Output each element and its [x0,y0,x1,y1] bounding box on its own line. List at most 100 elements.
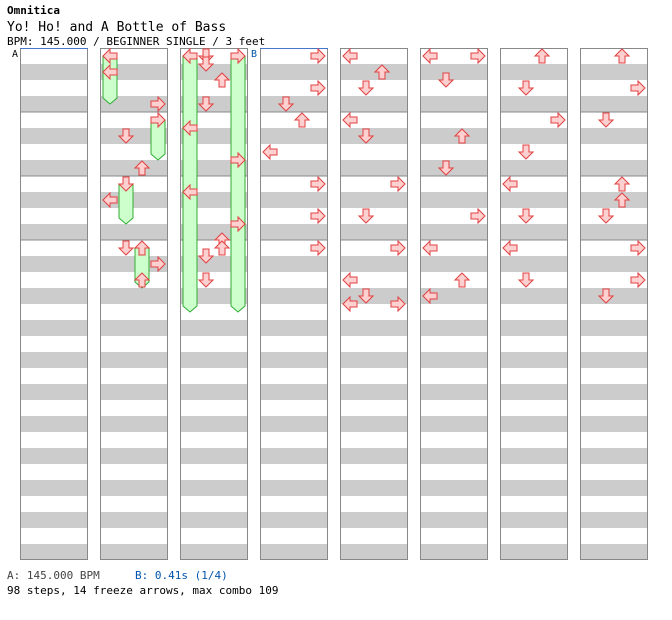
right-arrow-icon [550,111,566,129]
beat-stripe [580,160,648,176]
beat-stripe [340,512,408,528]
beat-stripe [420,352,488,368]
beat-stripe [580,288,648,304]
beat-stripe [420,256,488,272]
right-arrow-icon [390,239,406,257]
beat-stripe [420,288,488,304]
beat-stripe [100,96,168,112]
beat-stripe [20,160,88,176]
down-arrow-icon [517,272,535,288]
right-arrow-icon [150,255,166,273]
beat-stripe [20,192,88,208]
beat-stripe [420,512,488,528]
up-arrow-icon [613,48,631,64]
beat-stripe [580,512,648,528]
down-arrow-icon [357,80,375,96]
beat-stripe [500,480,568,496]
beat-stripe [260,352,328,368]
up-arrow-icon [453,128,471,144]
down-arrow-icon [357,208,375,224]
right-arrow-icon [470,47,486,65]
beat-stripe [500,544,568,560]
left-arrow-icon [262,143,278,161]
beat-stripe [20,416,88,432]
beat-stripe [20,512,88,528]
down-arrow-icon [117,128,135,144]
beat-stripe [500,416,568,432]
beat-stripe [420,96,488,112]
up-arrow-icon [453,272,471,288]
down-arrow-icon [197,248,215,264]
left-arrow-icon [102,63,118,81]
beat-stripe [340,128,408,144]
beat-stripe [500,384,568,400]
right-arrow-icon [630,79,646,97]
step-stats: 98 steps, 14 freeze arrows, max combo 10… [7,584,279,597]
column-border [580,48,648,560]
beat-stripe [580,544,648,560]
chart-info: BPM: 145.000 / BEGINNER SINGLE / 3 feet [7,35,266,48]
down-arrow-icon [197,96,215,112]
beat-stripe [580,192,648,208]
right-arrow-icon [390,175,406,193]
up-arrow-icon [373,64,391,80]
left-arrow-icon [182,183,198,201]
left-arrow-icon [102,191,118,209]
column-border [420,48,488,560]
right-arrow-icon [310,47,326,65]
beat-stripe [20,288,88,304]
down-arrow-icon [517,208,535,224]
beat-stripe [100,416,168,432]
left-arrow-icon [502,175,518,193]
right-arrow-icon [630,239,646,257]
left-arrow-icon [342,111,358,129]
artist: Omnitica [7,4,60,17]
beat-stripe [260,192,328,208]
beat-stripe [340,448,408,464]
left-arrow-icon [102,47,118,65]
down-arrow-icon [597,208,615,224]
beat-stripe [260,160,328,176]
beat-stripe [20,480,88,496]
beat-stripe [500,224,568,240]
beat-stripe [20,352,88,368]
down-arrow-icon [197,272,215,288]
beat-stripe [100,544,168,560]
down-arrow-icon [117,240,135,256]
beat-stripe [580,64,648,80]
right-arrow-icon [390,295,406,313]
beat-stripe [20,128,88,144]
beat-stripe [260,288,328,304]
right-arrow-icon [310,79,326,97]
down-arrow-icon [437,160,455,176]
beat-stripe [260,480,328,496]
beat-stripe [260,128,328,144]
beat-stripe [580,224,648,240]
beat-stripe [580,96,648,112]
beat-stripe [500,256,568,272]
marker-b-label: B [251,49,257,60]
beat-stripe [500,128,568,144]
beat-stripe [260,416,328,432]
column-border [100,48,168,560]
beat-stripe [500,512,568,528]
left-arrow-icon [342,271,358,289]
beat-stripe [580,384,648,400]
down-arrow-icon [277,96,295,112]
beat-stripe [180,384,248,400]
down-arrow-icon [517,144,535,160]
down-arrow-icon [357,128,375,144]
beat-stripe [340,256,408,272]
right-arrow-icon [150,111,166,129]
beat-stripe [420,416,488,432]
beat-stripe [500,64,568,80]
beat-stripe [20,224,88,240]
beat-stripe [340,288,408,304]
beat-stripe [340,544,408,560]
beat-stripe [420,320,488,336]
beat-stripe [580,448,648,464]
beat-stripe [580,416,648,432]
column-border [500,48,568,560]
beat-stripe [580,128,648,144]
beat-stripe [420,448,488,464]
